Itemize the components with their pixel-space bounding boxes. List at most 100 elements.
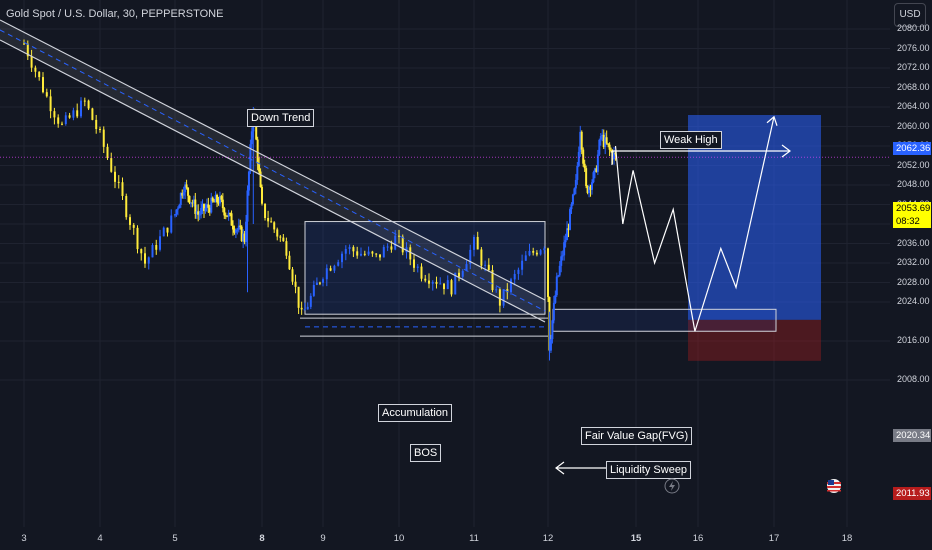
candle-body [72,110,75,118]
candle-body [243,233,246,242]
accumulation-label[interactable]: Accumulation [378,404,453,422]
liquidity-sweep-label[interactable]: Liquidity Sweep [606,461,692,479]
countdown-badge: 08:32 [893,215,931,228]
candle-body [110,158,113,172]
candle-body [582,149,585,164]
projection-path [614,116,775,332]
candle-body [226,215,229,217]
candle-body [450,280,453,295]
candle-body [191,202,194,204]
time-tick-label: 11 [469,533,479,544]
down-trend-label[interactable]: Down Trend [247,109,315,127]
time-tick-label: 10 [393,533,405,544]
candle-body [473,236,475,250]
sweep-arrowhead [555,461,565,475]
candle-body [61,123,63,125]
candle-body [80,100,82,117]
price-tick-label: 2068.00 [897,81,930,92]
candle-body [583,163,586,169]
price-tick-label: 2032.00 [897,257,930,267]
candle-body [495,289,498,291]
candle-body [233,229,236,233]
us-flag-icon[interactable] [826,478,842,494]
price-tick-label: 2080.00 [897,23,930,33]
weak-high-label[interactable]: Weak High [660,131,722,149]
candle-body [239,225,242,227]
candle-body [300,307,303,310]
candle-body [117,181,120,183]
candle-body [601,134,604,137]
candle-body [192,199,195,204]
chart-title: Gold Spot / U.S. Dollar, 30, PEPPERSTONE [6,8,224,20]
candle-body [188,195,191,203]
fvg-label[interactable]: Fair Value Gap(FVG) [581,427,693,445]
candle-body [524,255,527,261]
currency-button[interactable]: USD [894,3,926,27]
candle-body [379,254,381,258]
candle-body [588,186,591,193]
candle-body [521,260,524,270]
candle-body [203,203,205,211]
candle-body [549,339,552,351]
candle-body [592,172,595,183]
candle-body [221,199,224,209]
candle-body [551,320,554,340]
candle-body [23,43,25,45]
candle-body [571,194,574,205]
candle-body [195,211,198,214]
candle-body [554,295,557,303]
candle-body [99,129,101,131]
time-tick-label: 3 [21,533,27,544]
candle-body [461,271,464,277]
candle-body [279,236,282,238]
candle-body [416,266,419,268]
candle-body [176,208,179,210]
candle-body [294,281,297,287]
candle-body [26,43,29,57]
candle-body [270,221,273,223]
candle-body [325,268,328,280]
lightning-icon[interactable] [664,478,680,494]
candle-body [187,187,190,196]
candle-body [57,117,60,124]
fvg-box [552,308,777,332]
candle-body [560,256,563,266]
time-tick-label: 17 [768,533,780,544]
candle-body [216,194,219,203]
candle-body [576,165,579,180]
candle-body [267,217,270,222]
candle-body [506,289,509,293]
candle-body [276,229,279,237]
stop-zone [688,319,821,361]
candle-body [517,269,520,274]
candle-body [306,306,309,310]
candle-body [178,204,181,209]
candle-body [125,196,128,218]
overlays [0,19,890,475]
candle-body [409,247,412,260]
candle-body [491,270,494,291]
trend-midline [0,29,546,312]
candle-body [227,213,230,217]
candle-body [567,228,570,230]
trend-line-lower [0,39,546,323]
candle-body [237,225,240,230]
candle-body [201,203,204,208]
time-tick-label: 16 [692,533,704,544]
candle-body [424,278,427,281]
time-tick-label: 8 [259,533,265,544]
price-tick-label: 2052.00 [897,159,930,170]
candle-body [210,197,213,213]
bos-label[interactable]: BOS [410,444,442,462]
candle-body [218,196,221,204]
candle-body [247,171,250,191]
candle-body [49,96,52,112]
candle-body [217,202,220,204]
candle-body [184,184,187,193]
candle-body [375,253,378,255]
candle-body [513,273,516,280]
candle-body [181,192,184,196]
candle-body [53,111,56,118]
candle-body [175,209,178,215]
